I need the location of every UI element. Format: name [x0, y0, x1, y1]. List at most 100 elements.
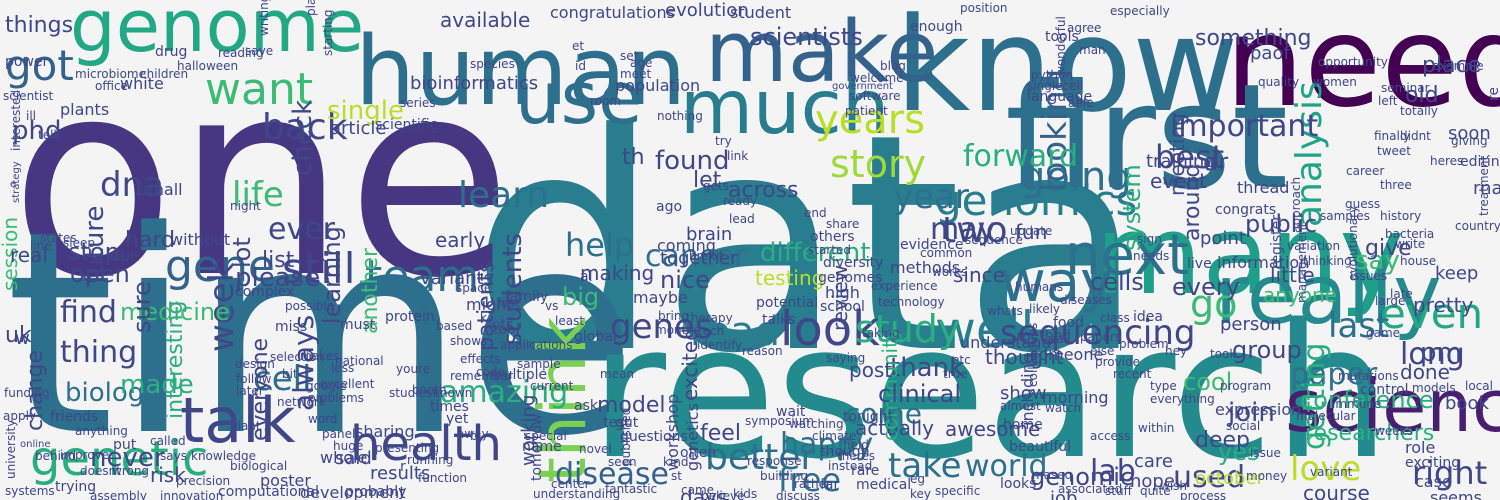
word-less: less [331, 361, 355, 375]
word-species: species [470, 57, 515, 71]
word-genomics: genomics [935, 176, 1138, 225]
word-watching: watching [789, 417, 844, 431]
word-children: children [140, 67, 189, 81]
word-model: model [597, 393, 666, 418]
word-totally: totally [1400, 104, 1438, 118]
word-plant: plant [230, 419, 261, 433]
word-behind: behind [35, 449, 77, 463]
word-quite: quite [1140, 484, 1171, 498]
word-type: type [1150, 379, 1177, 393]
word-doesnt: doesnt [80, 464, 121, 478]
word-go: go [1190, 282, 1238, 326]
word-share: share [826, 217, 860, 231]
word-world: world [965, 449, 1048, 484]
word-biological: biological [230, 459, 288, 473]
word-function: function [418, 471, 468, 485]
word-often: often [680, 445, 717, 461]
word-method: method [1017, 328, 1072, 344]
word-states: states [40, 231, 77, 245]
word-left: left [1378, 94, 1398, 108]
word-e: e [10, 179, 17, 190]
word-learn: learn [458, 175, 550, 216]
word-human: human [355, 17, 687, 127]
word-congrats: congrats [1215, 202, 1277, 218]
word-fantastic: fantastic [605, 482, 658, 496]
word-later: later [236, 384, 264, 398]
word-platform: platform [304, 0, 318, 16]
word-though: though [820, 444, 870, 460]
word-live: live [1187, 256, 1212, 272]
word-story: story [830, 142, 927, 186]
word-genetic: genetic [30, 431, 209, 487]
word-two: two [942, 210, 1008, 251]
word-update: update [1010, 224, 1053, 238]
word-possible: possible [285, 299, 335, 313]
word-questions: questions [620, 429, 688, 445]
word-set: set [620, 49, 639, 63]
word-still: still [282, 244, 356, 293]
word-tonight: tonight [843, 409, 894, 425]
word-back: back [262, 107, 348, 148]
word-months: months [655, 323, 701, 337]
word-pm: pm [1420, 338, 1462, 368]
word-talk: talk [180, 384, 296, 457]
word-cells: cells [1090, 268, 1144, 296]
word-october: october [1195, 468, 1264, 489]
word-testing: testing [755, 266, 825, 290]
word-follow: follow [236, 372, 272, 386]
word-job: job [1050, 490, 1077, 500]
word-things: things [5, 13, 74, 38]
word-thinking: thinking [1303, 254, 1352, 268]
word-event: event [1150, 169, 1207, 193]
word-believe: believe [701, 490, 745, 500]
word-research: research [590, 284, 1391, 500]
word-dna: dna [100, 165, 164, 205]
word-must: must [340, 317, 376, 333]
word-etc: etc [952, 353, 971, 367]
word-make: make [705, 3, 939, 102]
word-place: place [1422, 53, 1482, 78]
word-blog: blog [880, 59, 906, 73]
word-id: id [575, 59, 586, 73]
word-mutations: mutations [1338, 369, 1399, 383]
word-seems: seems [1430, 490, 1482, 500]
word-little: little [1270, 263, 1315, 287]
word-didnt: didnt [1400, 129, 1431, 143]
word-stop: stop [68, 238, 120, 266]
word-free: free [778, 461, 842, 499]
word-theres: theres [837, 449, 875, 463]
word-building: building [760, 469, 809, 483]
word-management: management [1295, 222, 1309, 303]
word-forward: forward [963, 139, 1079, 174]
word-hope: hope [1130, 471, 1175, 492]
word-said: said [335, 448, 372, 469]
word-bit: bit [282, 367, 298, 381]
word-google: google [306, 379, 347, 393]
word-making: making [580, 261, 655, 285]
word-likely: likely [1029, 302, 1061, 316]
word-specific: specific [935, 484, 981, 498]
word-least: least [555, 314, 585, 328]
word-best: best [1155, 138, 1225, 176]
word-anyone: anyone [1263, 283, 1337, 307]
word-better: better [705, 437, 816, 478]
word-year: year [893, 177, 969, 217]
word-software: software [849, 89, 901, 103]
word-agree: agree [1067, 21, 1102, 35]
word-say: say [1355, 246, 1400, 276]
word-coming: coming [657, 236, 716, 255]
word-early: early [435, 228, 486, 252]
word-center: center [551, 477, 590, 491]
word-found: found [655, 146, 730, 176]
word-bacteria: bacteria [1385, 227, 1435, 241]
word-watch: watch [1045, 401, 1082, 415]
word-family: family [505, 289, 549, 305]
word-group: group [1232, 336, 1302, 364]
word-tweet: tweet [1377, 144, 1411, 158]
word-singlecell: singlecell [1027, 79, 1084, 93]
word-sequencing: sequencing [1000, 313, 1196, 353]
word-anything: anything [75, 424, 128, 438]
word-test: test [603, 415, 630, 431]
word-resources: resources [1487, 88, 1500, 101]
word-applications: applications [500, 338, 573, 352]
